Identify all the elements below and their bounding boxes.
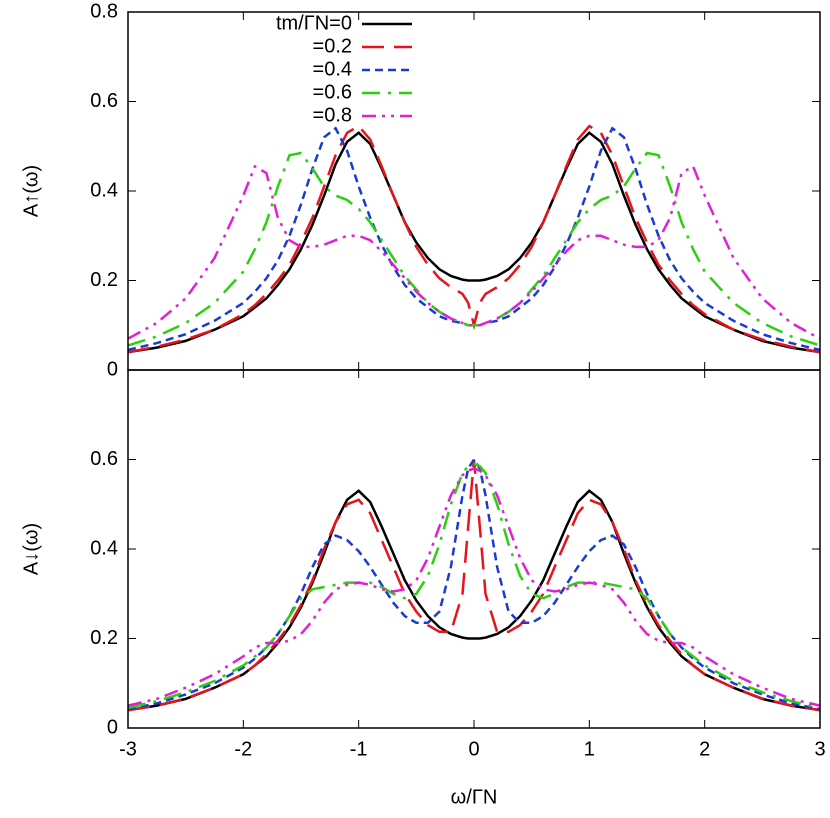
curve (127, 467, 821, 707)
y-axis-label: A↑(ω) (20, 165, 42, 217)
legend-label: tm/ΓN=0 (276, 12, 352, 34)
y-tick-label: 0 (107, 716, 118, 738)
y-tick-label: 0 (107, 358, 118, 380)
y-tick-label: 0.2 (90, 269, 118, 291)
legend-label: =0.8 (313, 104, 352, 126)
y-tick-label: 0.4 (90, 179, 118, 201)
curve (127, 131, 821, 354)
curve (127, 164, 821, 340)
legend-label: =0.2 (313, 35, 352, 57)
curve (127, 151, 821, 347)
x-tick-label: 1 (584, 738, 595, 760)
y-axis-label: A↓(ω) (20, 523, 42, 575)
legend-label: =0.4 (313, 58, 352, 80)
curve (127, 459, 821, 712)
y-tick-label: 0.8 (90, 0, 118, 22)
x-tick-label: -3 (119, 738, 137, 760)
curve (127, 126, 821, 352)
curve (127, 124, 821, 354)
x-tick-label: 2 (699, 738, 710, 760)
y-tick-label: 0.2 (90, 627, 118, 649)
legend-label: =0.6 (313, 81, 352, 103)
x-tick-label: 3 (814, 738, 825, 760)
plot-frame (127, 369, 821, 729)
plot-frame (127, 11, 821, 371)
curve (127, 462, 821, 710)
x-tick-label: 0 (468, 738, 479, 760)
curve (127, 489, 821, 712)
x-axis-label: ω/ΓN (451, 786, 498, 808)
y-tick-label: 0.6 (90, 448, 118, 470)
x-tick-label: -2 (234, 738, 252, 760)
y-tick-label: 0.4 (90, 537, 118, 559)
x-tick-label: -1 (350, 738, 368, 760)
y-tick-label: 0.6 (90, 90, 118, 112)
